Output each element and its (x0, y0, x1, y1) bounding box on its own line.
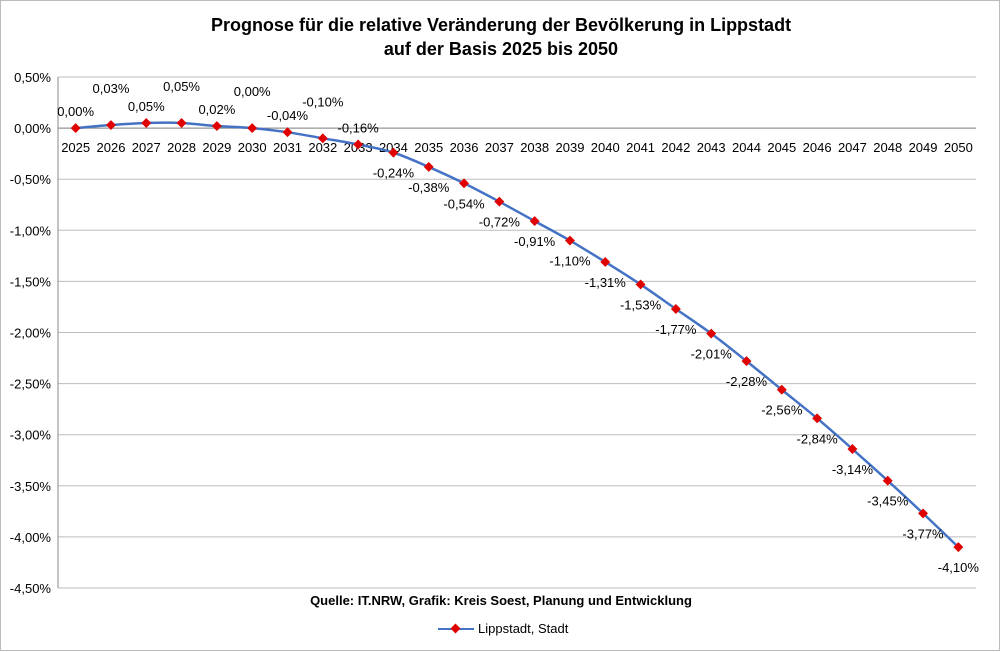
data-label: -2,84% (797, 431, 839, 446)
data-point (706, 328, 717, 339)
x-tick-label: 2047 (838, 140, 867, 155)
data-label: -3,77% (902, 526, 944, 541)
y-tick-label: -4,00% (10, 530, 52, 545)
data-point (211, 121, 222, 132)
data-label: -0,91% (514, 234, 556, 249)
x-tick-label: 2041 (626, 140, 655, 155)
x-tick-label: 2046 (803, 140, 832, 155)
data-label: -0,16% (338, 120, 380, 135)
source-note: Quelle: IT.NRW, Grafik: Kreis Soest, Pla… (310, 593, 692, 608)
data-point (70, 123, 81, 134)
data-label: -0,10% (302, 94, 344, 109)
y-tick-label: -2,00% (10, 326, 52, 341)
data-point (282, 127, 293, 138)
x-tick-label: 2049 (909, 140, 938, 155)
data-label: -0,24% (373, 166, 415, 181)
data-label: -0,72% (479, 215, 521, 230)
data-point (635, 279, 646, 290)
x-tick-label: 2050 (944, 140, 973, 155)
x-tick-label: 2043 (697, 140, 726, 155)
data-point (741, 356, 752, 367)
data-label: -1,31% (585, 275, 627, 290)
y-tick-label: -0,50% (10, 172, 52, 187)
series-line (75, 121, 960, 549)
data-point (317, 133, 328, 144)
data-point (670, 304, 681, 314)
data-label: -1,53% (620, 297, 662, 312)
y-tick-label: -1,50% (10, 274, 52, 289)
data-label: -2,28% (726, 374, 768, 389)
y-tick-label: -4,50% (10, 581, 52, 596)
legend: Lippstadt, Stadt (438, 621, 568, 636)
data-label: -3,14% (832, 462, 874, 477)
data-label: -0,54% (443, 196, 485, 211)
x-tick-label: 2036 (450, 140, 479, 155)
data-label: -1,10% (549, 254, 591, 269)
data-label: -0,38% (408, 180, 450, 195)
x-tick-label: 2044 (732, 140, 761, 155)
data-label: 0,00% (234, 84, 271, 99)
data-label: -0,04% (267, 108, 309, 123)
data-point (141, 118, 152, 128)
data-point (459, 178, 469, 189)
x-tick-label: 2039 (556, 140, 585, 155)
data-point (918, 508, 928, 519)
data-label: 0,03% (93, 81, 130, 96)
legend-label: Lippstadt, Stadt (478, 621, 569, 636)
x-tick-label: 2045 (767, 140, 796, 155)
x-tick-label: 2040 (591, 140, 620, 155)
data-label: 0,02% (198, 102, 235, 117)
x-tick-label: 2026 (97, 140, 126, 155)
x-tick-label: 2030 (238, 140, 267, 155)
data-point (600, 257, 611, 267)
y-tick-label: -3,50% (10, 479, 52, 494)
data-label: -2,56% (761, 403, 803, 418)
data-label: 0,05% (128, 99, 165, 114)
data-point (494, 196, 505, 207)
data-point (529, 216, 540, 227)
y-tick-label: -3,00% (10, 428, 52, 443)
data-label: -3,45% (867, 494, 909, 509)
x-tick-label: 2029 (202, 140, 231, 155)
x-tick-label: 2025 (61, 140, 90, 155)
data-label: 0,05% (163, 79, 200, 94)
data-point (247, 123, 258, 134)
chart-subtitle: auf der Basis 2025 bis 2050 (383, 39, 619, 59)
data-point (565, 235, 575, 246)
data-label: -4,10% (938, 560, 980, 575)
y-tick-label: -1,00% (10, 223, 52, 238)
data-point (106, 120, 116, 130)
x-tick-label: 2038 (520, 140, 549, 155)
x-tick-label: 2042 (661, 140, 690, 155)
chart-title: Prognose für die relative Veränderung de… (210, 15, 792, 35)
data-label: -1,77% (655, 322, 697, 337)
data-point (176, 118, 187, 128)
data-point (812, 413, 823, 424)
y-tick-label: 0,50% (14, 70, 51, 85)
x-tick-label: 2032 (308, 140, 337, 155)
data-point (388, 147, 399, 158)
data-label: -2,01% (691, 347, 733, 362)
x-tick-label: 2035 (414, 140, 443, 155)
x-tick-label: 2031 (273, 140, 302, 155)
x-tick-label: 2028 (167, 140, 196, 155)
y-tick-label: -2,50% (10, 377, 52, 392)
data-point (353, 139, 364, 150)
y-tick-label: 0,00% (14, 121, 51, 136)
legend-marker-icon (438, 623, 474, 633)
data-point (776, 384, 787, 395)
data-point (953, 542, 964, 553)
x-tick-label: 2027 (132, 140, 161, 155)
x-tick-label: 2048 (873, 140, 902, 155)
data-point (882, 475, 893, 486)
data-point (847, 444, 858, 454)
data-point (423, 161, 434, 172)
x-tick-label: 2037 (485, 140, 514, 155)
data-label: 0,00% (57, 104, 94, 119)
